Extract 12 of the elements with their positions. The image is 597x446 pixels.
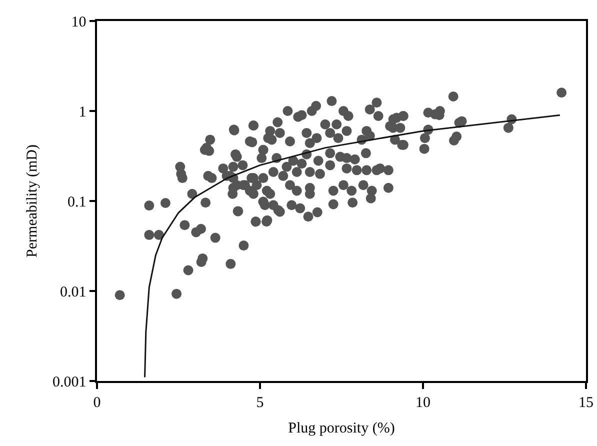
x-tick-label: 15 [578, 394, 594, 411]
y-tick-label: 0.01 [60, 284, 86, 300]
y-tick-label: 10 [71, 14, 86, 30]
y-tick-label: 0.001 [52, 374, 86, 390]
y-axis-title: Permeability (mD) [24, 144, 40, 258]
x-tick-label: 0 [93, 394, 101, 411]
y-tick-label: 0.1 [68, 194, 86, 210]
line-series [144, 114, 561, 378]
x-axis-title: Plug porosity (%) [288, 420, 395, 436]
x-tick-label: 5 [256, 394, 264, 411]
y-tick-label: 1 [78, 104, 86, 120]
x-tick-label: 10 [416, 394, 430, 411]
